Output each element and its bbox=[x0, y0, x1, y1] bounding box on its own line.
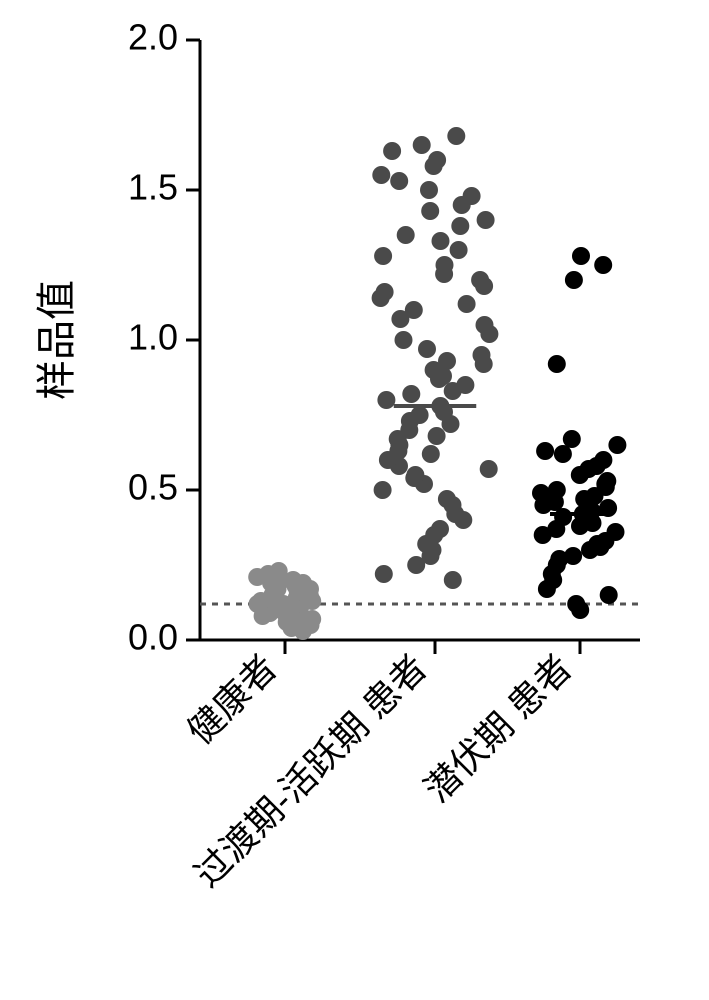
data-point bbox=[594, 256, 612, 274]
data-point bbox=[436, 256, 454, 274]
y-tick-label: 1.0 bbox=[128, 317, 178, 358]
data-point bbox=[374, 481, 392, 499]
data-point bbox=[413, 136, 431, 154]
data-point bbox=[278, 613, 296, 631]
data-point bbox=[480, 460, 498, 478]
y-tick-label: 0.5 bbox=[128, 467, 178, 508]
data-point bbox=[471, 271, 489, 289]
data-point bbox=[406, 466, 424, 484]
data-point bbox=[252, 592, 270, 610]
data-point bbox=[377, 391, 395, 409]
data-point bbox=[301, 586, 319, 604]
data-point bbox=[450, 241, 468, 259]
y-tick-label: 1.5 bbox=[128, 167, 178, 208]
data-point bbox=[548, 355, 566, 373]
data-point bbox=[451, 217, 469, 235]
data-point bbox=[554, 445, 572, 463]
data-point bbox=[376, 283, 394, 301]
x-axis-label: 健康者 bbox=[179, 647, 284, 752]
data-point bbox=[598, 472, 616, 490]
strip-scatter-chart: 0.00.51.01.52.0样品值健康者过渡期-活跃期 患者潜伏期 患者 bbox=[0, 0, 709, 1000]
data-point bbox=[438, 352, 456, 370]
data-point bbox=[390, 172, 408, 190]
data-point bbox=[438, 490, 456, 508]
data-point bbox=[563, 430, 581, 448]
data-point bbox=[600, 586, 618, 604]
data-point bbox=[564, 547, 582, 565]
data-point bbox=[567, 595, 585, 613]
data-point bbox=[418, 340, 436, 358]
data-point bbox=[397, 226, 415, 244]
x-axis-label: 潜伏期 患者 bbox=[416, 647, 579, 810]
data-point bbox=[428, 151, 446, 169]
data-point bbox=[420, 181, 438, 199]
data-point bbox=[565, 271, 583, 289]
data-point bbox=[270, 562, 288, 580]
data-point bbox=[375, 565, 393, 583]
y-tick-label: 0.0 bbox=[128, 617, 178, 658]
data-point bbox=[372, 166, 390, 184]
data-point bbox=[374, 247, 392, 265]
data-point bbox=[395, 331, 413, 349]
data-point bbox=[473, 346, 491, 364]
data-point bbox=[421, 202, 439, 220]
data-point bbox=[431, 520, 449, 538]
y-axis-title: 样品值 bbox=[35, 280, 79, 400]
data-point bbox=[428, 427, 446, 445]
chart-svg: 0.00.51.01.52.0样品值健康者过渡期-活跃期 患者潜伏期 患者 bbox=[0, 0, 709, 1000]
data-point bbox=[432, 232, 450, 250]
data-point bbox=[536, 442, 554, 460]
data-point bbox=[411, 406, 429, 424]
data-point bbox=[458, 295, 476, 313]
data-point bbox=[594, 451, 612, 469]
data-point bbox=[422, 445, 440, 463]
data-point bbox=[383, 142, 401, 160]
data-point bbox=[607, 523, 625, 541]
data-point bbox=[447, 127, 465, 145]
y-tick-label: 2.0 bbox=[128, 17, 178, 58]
data-point bbox=[444, 571, 462, 589]
data-point bbox=[532, 484, 550, 502]
data-point bbox=[548, 481, 566, 499]
data-point bbox=[456, 376, 474, 394]
data-point bbox=[608, 436, 626, 454]
data-point bbox=[405, 301, 423, 319]
data-point bbox=[572, 247, 590, 265]
data-point bbox=[476, 316, 494, 334]
data-point bbox=[463, 187, 481, 205]
data-point bbox=[477, 211, 495, 229]
data-point bbox=[402, 385, 420, 403]
data-point bbox=[303, 610, 321, 628]
